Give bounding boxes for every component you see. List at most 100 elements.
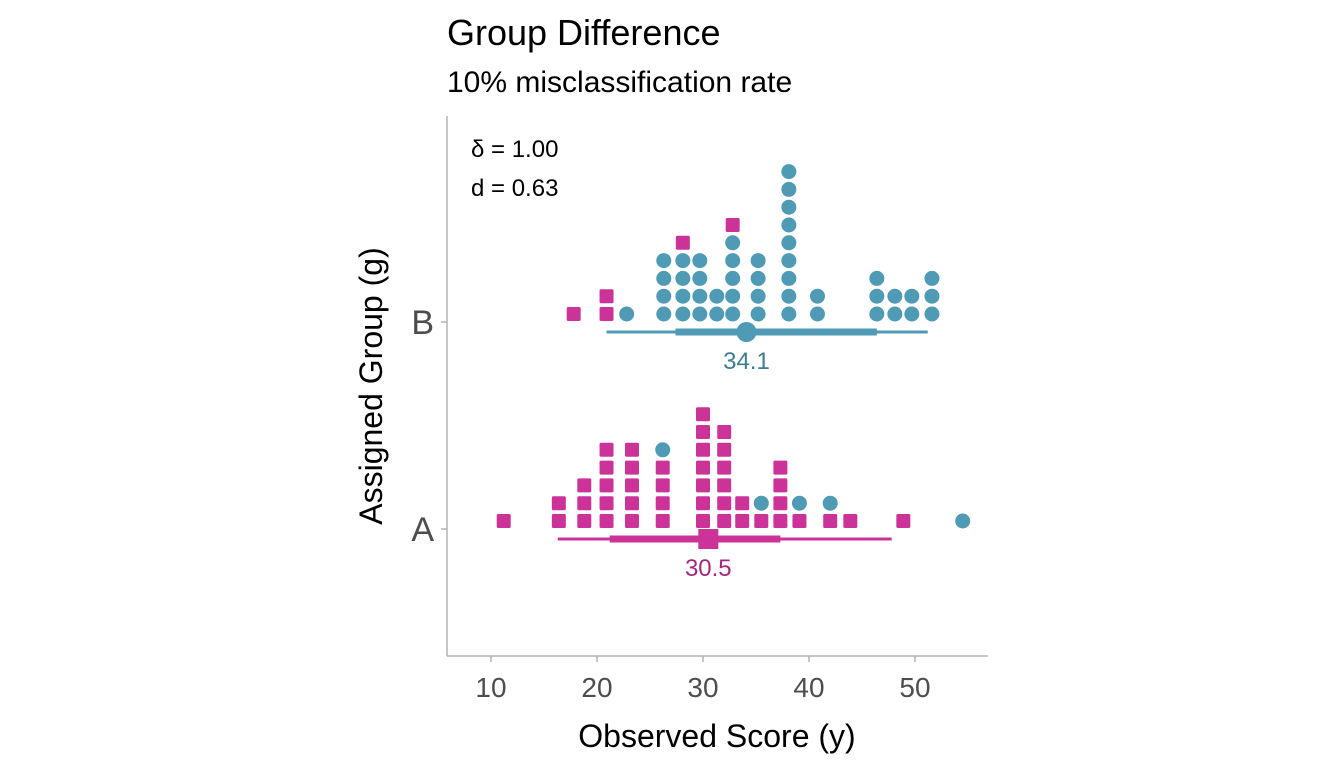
y-tick-label: A — [411, 511, 434, 549]
data-point-circle — [781, 253, 797, 269]
data-point-square — [599, 478, 614, 493]
x-tick-label: 10 — [475, 672, 506, 703]
data-point-circle — [655, 442, 671, 458]
data-point-circle — [656, 306, 672, 322]
data-point-square — [696, 407, 710, 422]
data-point-circle — [781, 181, 797, 197]
data-point-circle — [619, 306, 635, 322]
data-point-circle — [955, 513, 971, 529]
data-point-circle — [887, 288, 903, 304]
data-point-circle — [904, 306, 920, 322]
data-point-square — [577, 478, 592, 493]
data-point-circle — [656, 288, 672, 304]
data-point-square — [696, 425, 710, 439]
data-point-circle — [692, 253, 708, 269]
data-point-circle — [869, 306, 885, 322]
data-point-square — [551, 514, 566, 528]
annotation-d: d = 0.63 — [471, 175, 558, 202]
data-point-square — [773, 478, 788, 493]
data-point-square — [599, 514, 614, 528]
data-point-circle — [781, 270, 797, 286]
data-point-circle — [869, 270, 885, 286]
chart-title: Group Difference — [447, 12, 720, 53]
annotation-delta: δ = 1.00 — [471, 136, 558, 163]
data-point-circle — [656, 253, 672, 269]
data-point-square — [717, 442, 732, 457]
data-point-square — [624, 514, 639, 528]
data-point-circle — [781, 164, 797, 180]
data-point-circle — [750, 306, 766, 322]
data-point-circle — [791, 495, 807, 511]
x-ticks: 10 20 30 40 50 — [475, 656, 931, 703]
axes — [446, 116, 988, 657]
data-point-square — [599, 442, 614, 457]
data-point-square — [717, 425, 732, 439]
data-point-square — [735, 514, 750, 528]
data-point-circle — [725, 288, 741, 304]
data-point-square — [717, 514, 732, 528]
data-point-circle — [725, 270, 741, 286]
data-point-circle — [709, 288, 725, 304]
data-point-circle — [809, 288, 825, 304]
data-point-square — [655, 460, 670, 475]
dot-marks: 30.5 34.1 — [496, 164, 971, 582]
data-point-square — [624, 496, 639, 511]
data-point-square — [655, 478, 670, 493]
data-point-circle — [750, 270, 766, 286]
data-point-square — [725, 218, 740, 232]
data-point-square — [624, 460, 639, 475]
data-point-circle — [725, 253, 741, 269]
x-tick-label: 50 — [899, 672, 930, 703]
data-point-circle — [781, 235, 797, 251]
data-point-circle — [887, 306, 903, 322]
data-point-square — [717, 460, 732, 475]
data-point-square — [696, 460, 710, 475]
data-point-square — [655, 514, 670, 528]
data-point-square — [696, 514, 710, 528]
data-point-square — [823, 514, 838, 528]
chart-subtitle: 10% misclassification rate — [447, 66, 792, 99]
data-point-circle — [656, 270, 672, 286]
data-point-square — [696, 478, 710, 493]
data-point-circle — [781, 217, 797, 233]
data-point-square — [675, 235, 690, 250]
data-point-circle — [725, 306, 741, 322]
median-marker — [736, 322, 757, 342]
data-point-circle — [809, 306, 825, 322]
data-point-square — [773, 460, 788, 475]
data-point-circle — [675, 288, 691, 304]
x-tick-label: 40 — [793, 672, 824, 703]
data-point-square — [599, 460, 614, 475]
data-point-square — [773, 496, 788, 511]
data-point-square — [792, 514, 807, 528]
data-point-square — [843, 514, 858, 528]
median-label: 30.5 — [685, 555, 732, 582]
data-point-circle — [692, 288, 708, 304]
data-point-square — [551, 496, 566, 511]
data-point-square — [599, 289, 614, 304]
data-point-square — [566, 307, 581, 321]
x-tick-label: 20 — [581, 672, 612, 703]
data-point-circle — [781, 306, 797, 322]
data-point-circle — [692, 270, 708, 286]
data-point-circle — [692, 306, 708, 322]
data-point-circle — [709, 306, 725, 322]
y-axis-title: Assigned Group (g) — [353, 247, 389, 524]
data-point-circle — [750, 288, 766, 304]
data-point-circle — [869, 288, 885, 304]
data-point-circle — [822, 495, 838, 511]
data-point-square — [577, 496, 592, 511]
data-point-circle — [924, 306, 940, 322]
x-tick-label: 30 — [687, 672, 718, 703]
median-marker — [698, 529, 719, 549]
data-point-circle — [675, 306, 691, 322]
data-point-square — [696, 496, 710, 511]
data-point-square — [655, 496, 670, 511]
x-axis-title: Observed Score (y) — [578, 718, 855, 754]
data-point-circle — [675, 253, 691, 269]
data-point-circle — [924, 288, 940, 304]
data-point-square — [599, 307, 614, 321]
y-ticks: AB — [411, 304, 447, 549]
data-point-circle — [675, 270, 691, 286]
